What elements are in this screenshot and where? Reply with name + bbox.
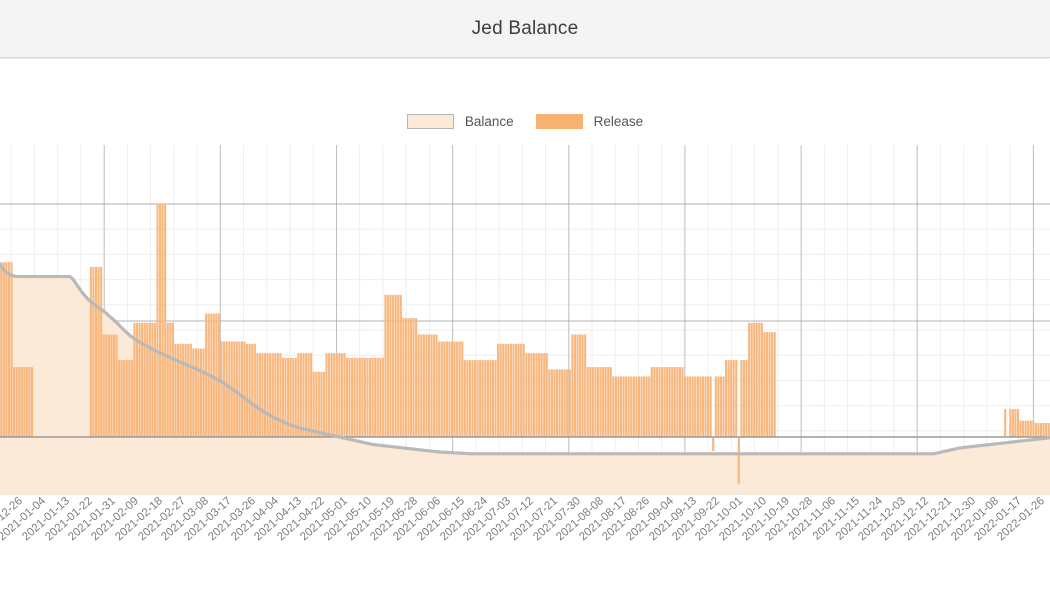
balance-swatch-icon: [406, 114, 454, 129]
release-bars: [0, 204, 1050, 484]
legend-label-balance: Balance: [464, 114, 514, 129]
page-title: Jed Balance: [471, 17, 579, 39]
page-header: Jed Balance: [0, 0, 1050, 58]
legend-item-balance[interactable]: Balance: [406, 114, 514, 129]
x-axis-labels: 2020-12-17 2020-12-26 2021-01-04 2021-01-13…: [0, 495, 1050, 600]
legend-label-release: Release: [593, 114, 644, 129]
chart-panel: Balance Release 2020-12-17 2020-12-26 2021…: [0, 59, 1050, 600]
chart-svg: [0, 145, 1050, 495]
plot-area: [0, 145, 1050, 495]
balance-line: [0, 262, 1050, 456]
release-swatch-icon: [535, 114, 583, 129]
chart-legend: Balance Release: [0, 114, 1050, 129]
legend-item-release[interactable]: Release: [535, 114, 644, 129]
